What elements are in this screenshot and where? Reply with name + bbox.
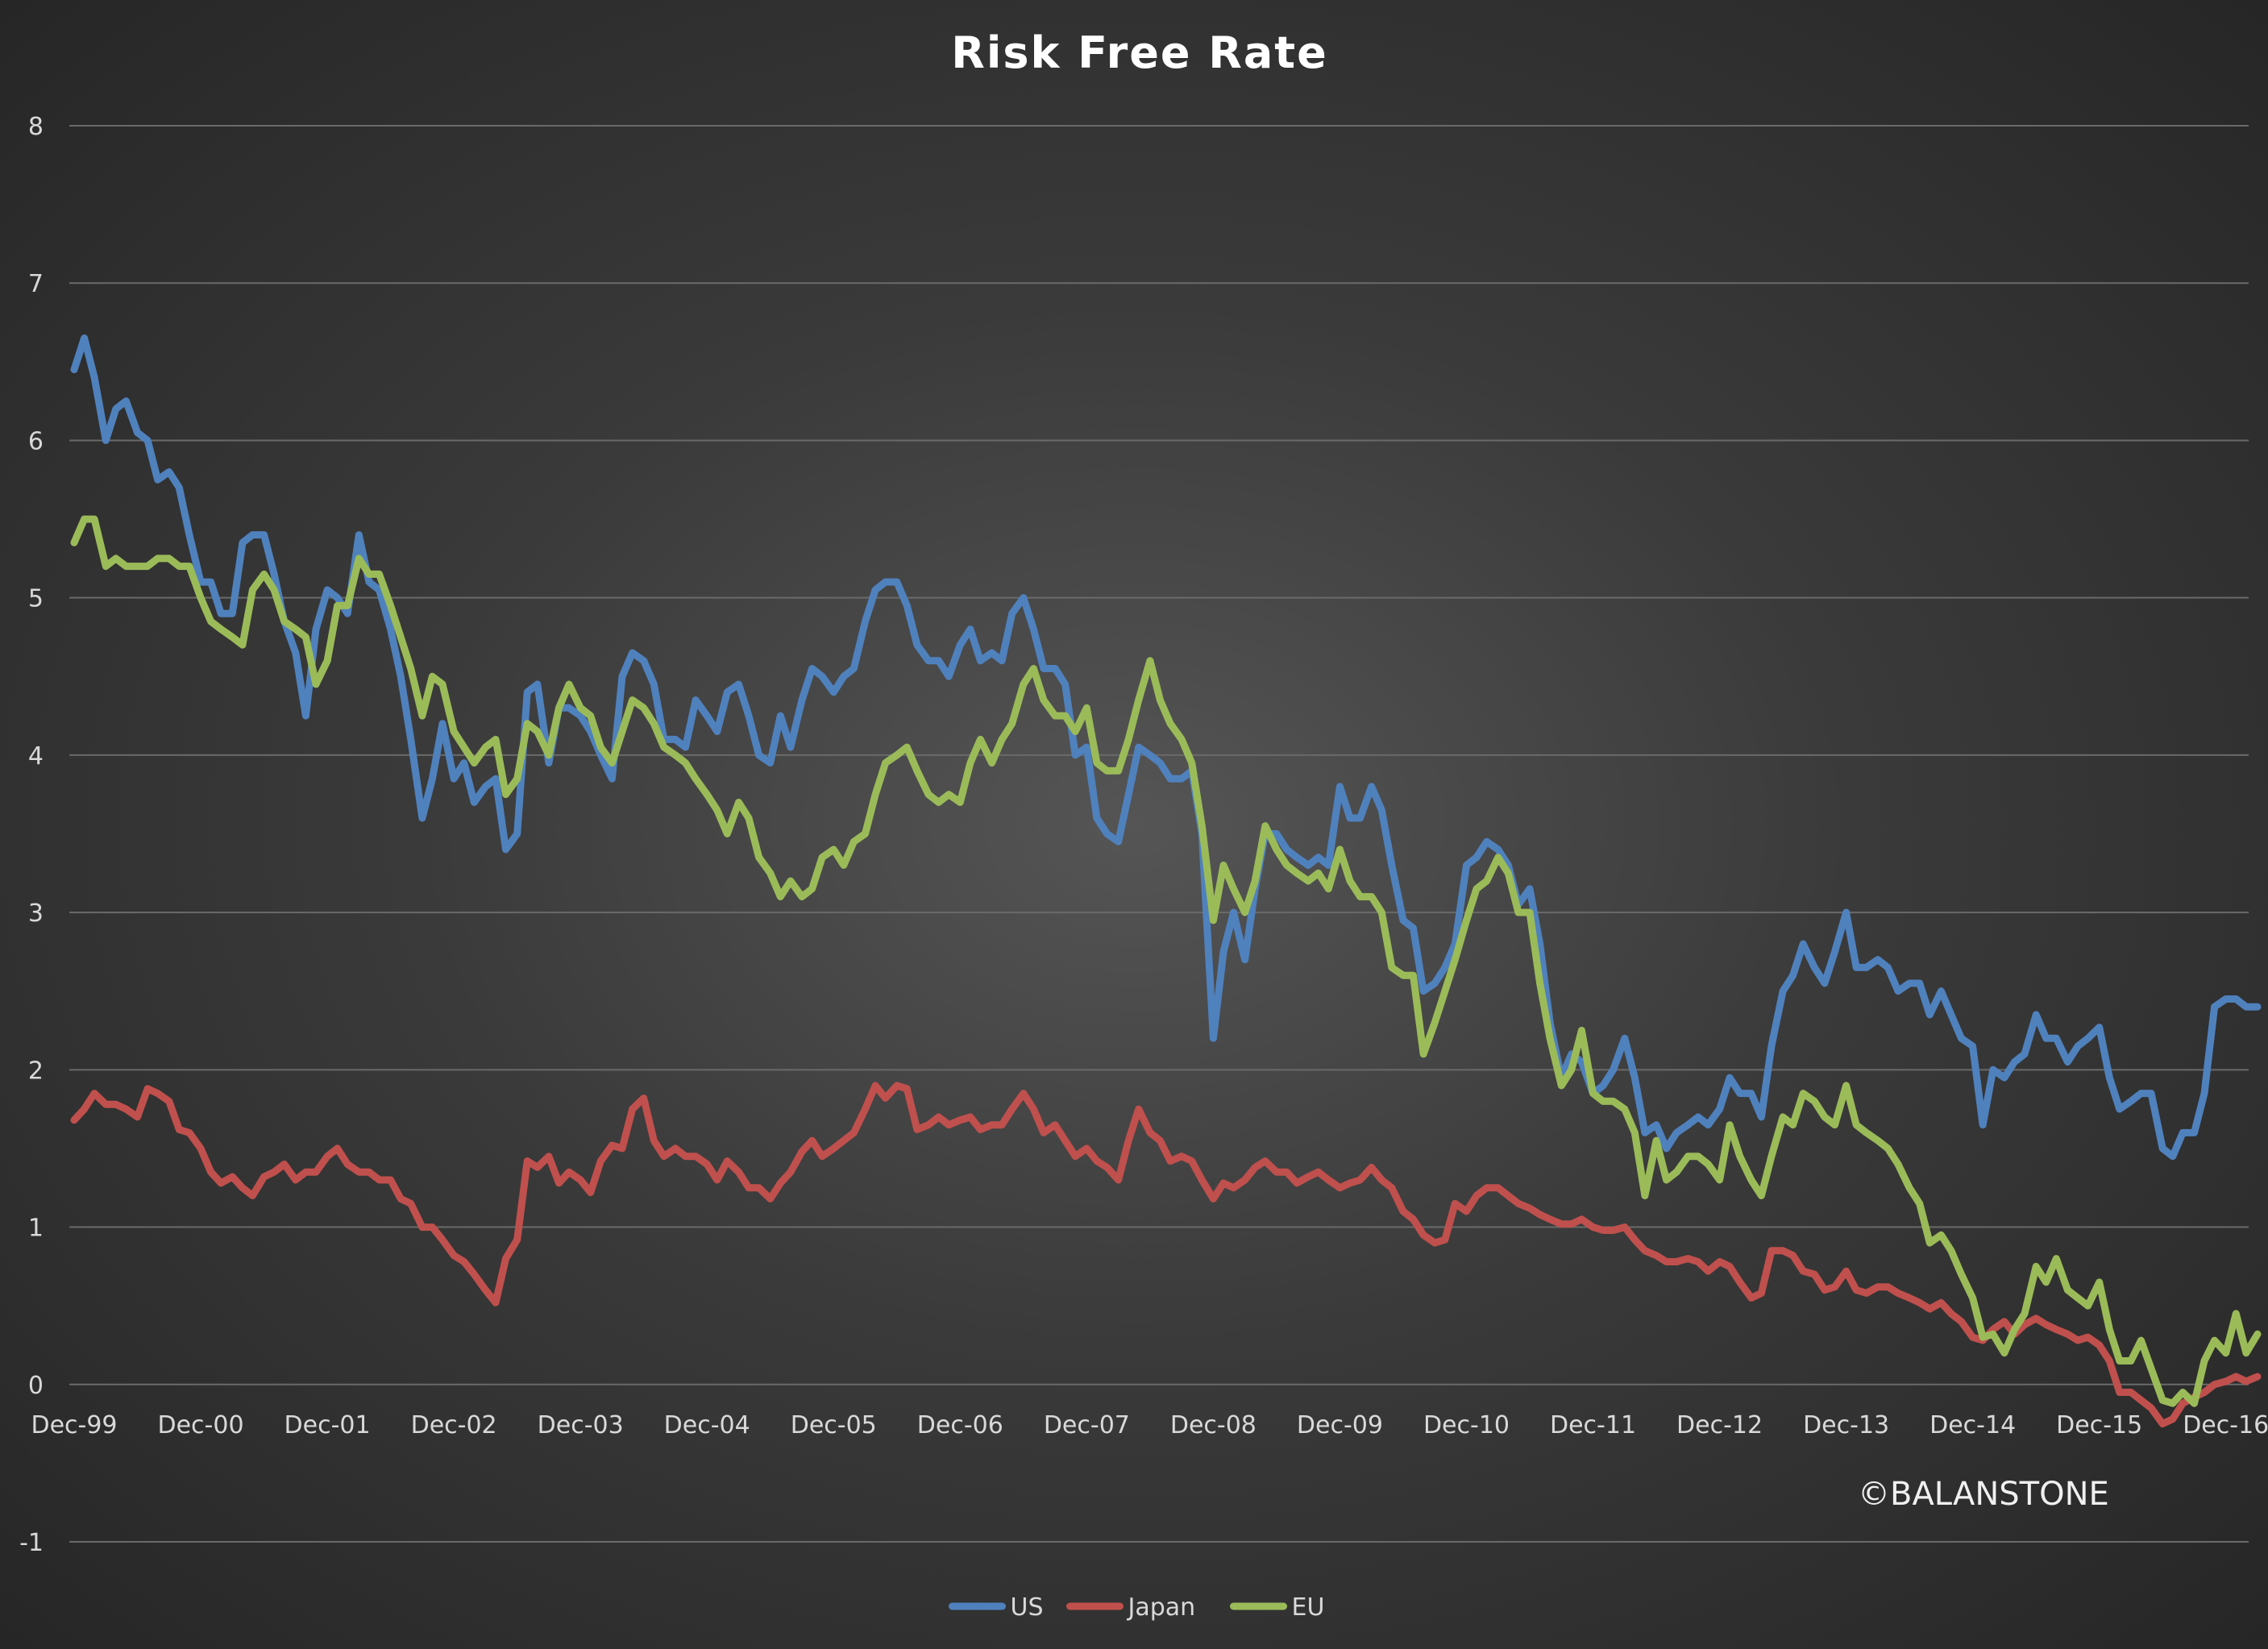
legend-label: Japan bbox=[1127, 1593, 1196, 1622]
legend-label: US bbox=[1011, 1593, 1044, 1622]
x-tick-label: Dec-16 bbox=[2183, 1411, 2268, 1439]
x-tick-label: Dec-09 bbox=[1297, 1411, 1383, 1439]
x-tick-label: Dec-13 bbox=[1803, 1411, 1889, 1439]
x-tick-label: Dec-04 bbox=[664, 1411, 750, 1439]
y-tick-label: 6 bbox=[28, 427, 44, 455]
legend[interactable]: US Japan EU bbox=[949, 1593, 1325, 1622]
copyright-watermark: ©BALANSTONE bbox=[1858, 1476, 2109, 1513]
x-tick-label: Dec-01 bbox=[285, 1411, 371, 1439]
y-tick-label: 1 bbox=[28, 1215, 44, 1243]
x-axis-tick-labels: Dec-99 Dec-00 Dec-01 Dec-02 Dec-03 Dec-04 Dec-… bbox=[31, 1411, 2268, 1439]
y-tick-label: 8 bbox=[28, 113, 44, 141]
x-tick-label: Dec-14 bbox=[1929, 1411, 2016, 1439]
x-tick-label: Dec-12 bbox=[1676, 1411, 1763, 1439]
x-tick-label: Dec-07 bbox=[1044, 1411, 1130, 1439]
y-tick-label: 7 bbox=[28, 270, 44, 298]
y-tick-label: 5 bbox=[28, 585, 44, 613]
chart-title: Risk Free Rate bbox=[951, 27, 1328, 78]
y-tick-label: 3 bbox=[28, 899, 44, 928]
x-tick-label: Dec-99 bbox=[31, 1411, 117, 1439]
legend-item-us[interactable]: US bbox=[949, 1593, 1044, 1622]
x-tick-label: Dec-05 bbox=[791, 1411, 877, 1439]
x-tick-label: Dec-03 bbox=[538, 1411, 624, 1439]
gridlines bbox=[69, 125, 2249, 1543]
series-lines bbox=[70, 334, 2262, 1428]
x-tick-label: Dec-02 bbox=[411, 1411, 497, 1439]
x-tick-label: Dec-10 bbox=[1423, 1411, 1510, 1439]
y-tick-label: -1 bbox=[19, 1529, 44, 1557]
y-tick-label: 2 bbox=[28, 1057, 44, 1085]
series-line-eu bbox=[70, 515, 2262, 1407]
legend-label: EU bbox=[1292, 1593, 1325, 1622]
y-tick-label: 4 bbox=[28, 742, 44, 771]
x-tick-label: Dec-15 bbox=[2056, 1411, 2142, 1439]
series-line-japan bbox=[70, 1082, 2262, 1428]
x-tick-label: Dec-06 bbox=[917, 1411, 1003, 1439]
x-tick-label: Dec-00 bbox=[158, 1411, 244, 1439]
y-tick-label: 0 bbox=[28, 1372, 44, 1400]
series-line-us bbox=[70, 334, 2262, 1161]
y-axis-tick-labels: -1 0 1 2 3 4 5 6 7 8 bbox=[19, 113, 44, 1557]
x-tick-label: Dec-11 bbox=[1550, 1411, 1636, 1439]
legend-item-eu[interactable]: EU bbox=[1230, 1593, 1325, 1622]
x-tick-label: Dec-08 bbox=[1170, 1411, 1257, 1439]
legend-item-japan[interactable]: Japan bbox=[1066, 1593, 1196, 1622]
